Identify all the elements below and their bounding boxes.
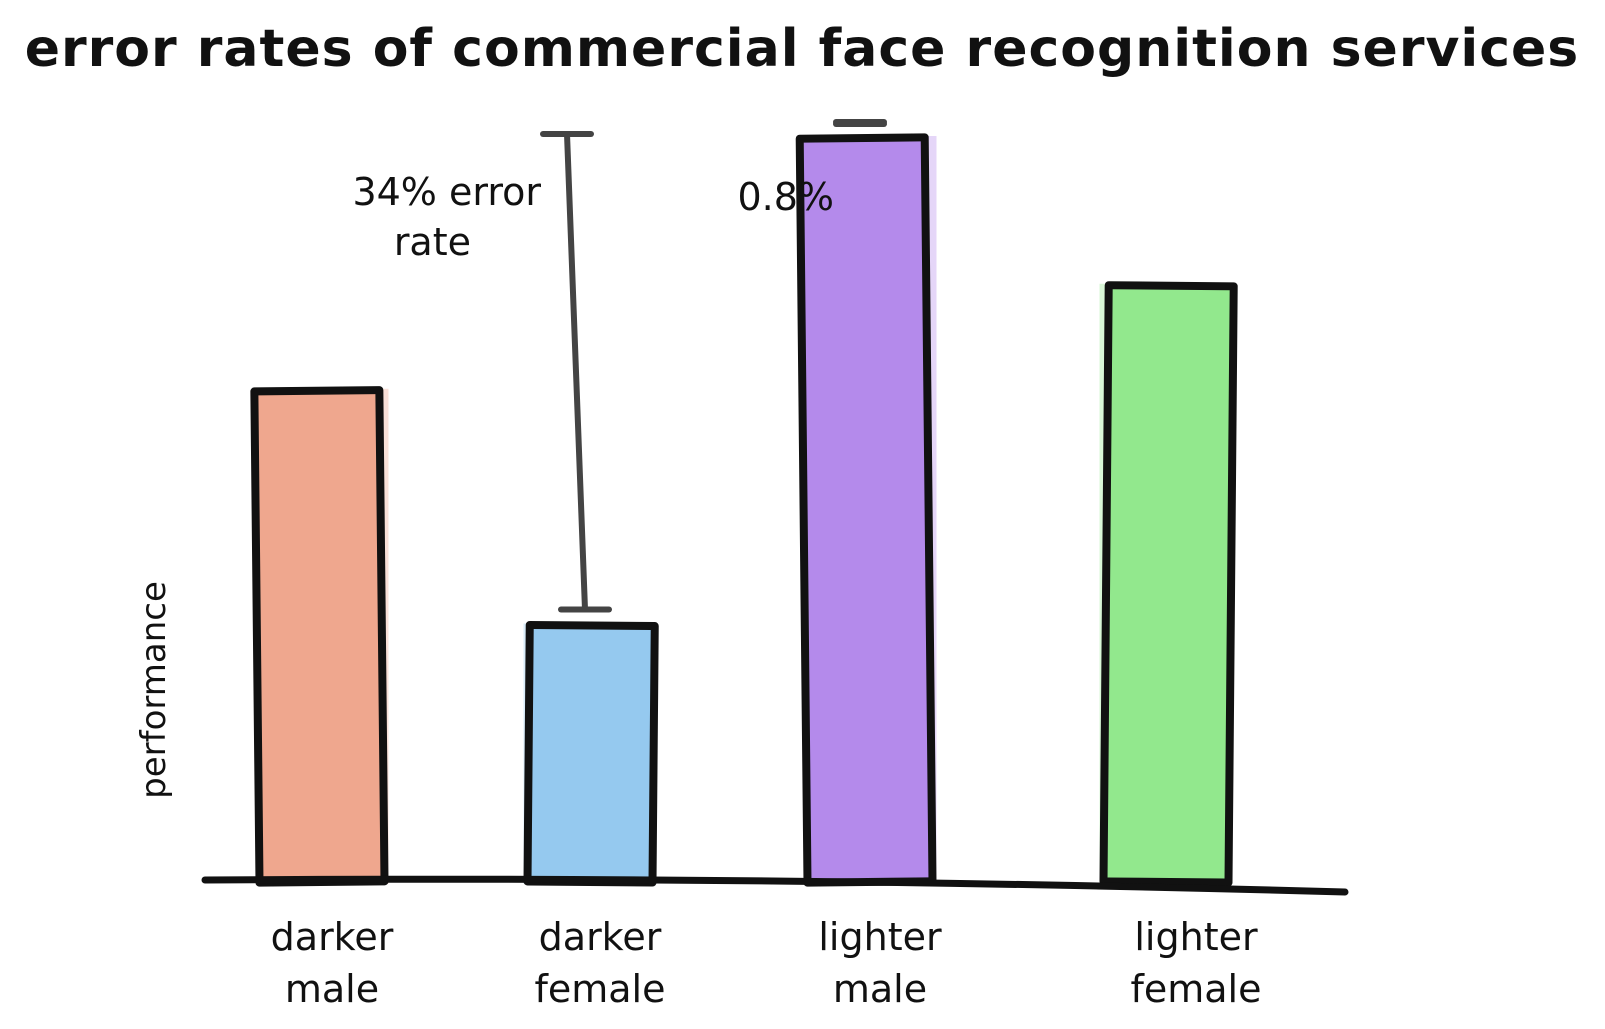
x-tick-label: darker male	[271, 915, 394, 1011]
chart-title: error rates of commercial face recogniti…	[25, 19, 1579, 79]
error-bracket	[540, 131, 612, 613]
bars-layer	[250, 133, 1238, 887]
x-tick-label: lighter male	[818, 915, 942, 1011]
tick-labels: darker male darker female lighter male lighter…	[271, 915, 1262, 1011]
x-tick-label: darker female	[535, 915, 666, 1011]
annotation-label: 0.8%	[737, 175, 834, 219]
bar	[795, 133, 937, 887]
bar	[523, 620, 659, 887]
annotations-layer: 34% error rate 0.8%	[352, 119, 887, 613]
x-axis-line	[201, 875, 1349, 896]
error-bracket	[833, 119, 887, 127]
bar	[1099, 281, 1238, 887]
y-axis-label: performance	[134, 581, 174, 799]
x-tick-label: lighter female	[1131, 915, 1262, 1011]
error-bracket-line	[564, 131, 588, 613]
bar	[250, 386, 389, 887]
annotation-label: 34% error rate	[352, 170, 541, 264]
